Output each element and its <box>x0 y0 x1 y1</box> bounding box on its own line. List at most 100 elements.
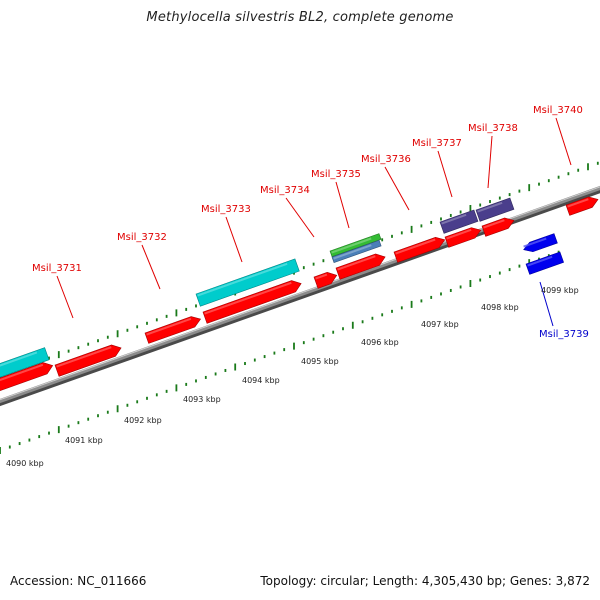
gene-arrow <box>202 280 302 324</box>
reverse-gene-arrow <box>525 251 564 275</box>
upper-scale-tick <box>165 314 168 318</box>
green-feature-highlight <box>331 237 372 254</box>
upper-scale-tick <box>185 307 188 311</box>
gene-arrow-body <box>335 253 386 280</box>
gene-leader-line <box>555 117 572 166</box>
gene-label: Msil_3736 <box>361 154 411 165</box>
upper-scale-tick <box>155 318 158 322</box>
gene-leader-line <box>225 216 243 263</box>
lower-scale-tick <box>185 382 188 386</box>
lower-scale-tick <box>440 292 442 296</box>
lower-scale-tick <box>18 442 21 446</box>
gene-label: Msil_3739 <box>539 329 589 340</box>
cyan-feature-highlight <box>0 351 38 370</box>
gene-leader-line <box>437 150 453 198</box>
tick-label: 4099 kbp <box>541 286 579 295</box>
gene-leader-line <box>487 135 493 189</box>
upper-scale-tick <box>175 309 178 317</box>
lower-scale-tick <box>469 280 472 288</box>
lower-scale-tick <box>449 288 452 292</box>
upper-scale-tick <box>57 351 60 359</box>
lower-scale-tick <box>106 410 109 414</box>
tick-label: 4096 kbp <box>361 338 399 347</box>
upper-scale-tick <box>126 328 129 332</box>
lower-scale-tick <box>322 334 325 338</box>
lower-scale-tick <box>214 372 217 376</box>
upper-scale-tick <box>195 304 197 308</box>
lower-scale-tick <box>312 337 315 341</box>
upper-scale-tick <box>528 184 531 192</box>
upper-scale-tick <box>106 335 109 339</box>
gene-leader-line <box>141 244 161 290</box>
lower-scale-tick <box>518 264 521 268</box>
gene-label: Msil_3737 <box>412 138 462 149</box>
lower-scale-tick <box>126 403 129 407</box>
reverse-gene-arrow-body <box>525 251 564 275</box>
lower-scale-tick <box>293 342 295 350</box>
cyan-feature-body <box>195 258 300 307</box>
upper-scale-tick <box>312 262 315 266</box>
lower-scale-tick <box>48 431 50 435</box>
lower-scale-tick <box>57 426 60 434</box>
tick-label: 4094 kbp <box>242 376 280 385</box>
gene-arrow-highlight <box>395 238 436 255</box>
lower-scale-tick <box>351 321 354 329</box>
lower-scale-tick <box>498 271 501 275</box>
cyan-feature-highlight <box>197 262 288 297</box>
gene-arrow <box>444 227 482 248</box>
upper-scale-tick <box>48 356 50 360</box>
cyan-feature <box>0 347 50 380</box>
gene-arrow-body <box>144 316 202 344</box>
lower-scale-tick <box>410 300 413 308</box>
lower-scale-tick <box>508 268 511 272</box>
gene-arrow <box>54 344 122 377</box>
upper-scale-tick <box>440 217 442 221</box>
upper-scale-tick <box>116 330 119 338</box>
gene-label: Msil_3734 <box>260 185 310 196</box>
upper-scale-tick <box>136 325 139 329</box>
upper-scale-tick <box>596 161 599 165</box>
gene-label: Msil_3738 <box>468 123 518 134</box>
map-title: Methylocella silvestris BL2, complete ge… <box>146 10 454 25</box>
tick-label: 4093 kbp <box>183 395 221 404</box>
upper-scale-tick <box>400 231 403 235</box>
lower-scale-tick <box>116 405 119 413</box>
cyan-feature-body <box>0 347 50 380</box>
lower-scale-tick <box>38 435 41 439</box>
gene-arrow-body <box>481 217 515 237</box>
steelblue-feature <box>331 239 382 264</box>
lower-scale-tick <box>332 330 335 334</box>
gene-arrow-body <box>444 227 482 248</box>
tick-label: 4092 kbp <box>124 416 162 425</box>
gene-arrow-highlight <box>146 317 192 336</box>
lower-scale-tick <box>165 389 168 393</box>
gene-arrow-body <box>202 280 302 324</box>
lower-scale-tick <box>459 285 462 289</box>
accession-text: Accession: NC_011666 <box>10 574 147 588</box>
lower-scale-tick <box>28 438 31 442</box>
upper-scale-tick <box>518 189 521 193</box>
lower-scale-tick <box>67 424 70 428</box>
upper-scale-tick <box>391 234 393 238</box>
gene-leader-line <box>56 275 74 319</box>
gene-arrow-highlight <box>446 228 472 240</box>
reverse-gene-arrow-highlight <box>523 237 547 248</box>
gene-arrow-body <box>565 196 599 216</box>
gene-arrow <box>335 253 386 280</box>
tick-label: 4091 kbp <box>65 436 103 445</box>
gene-arrow-highlight <box>204 281 292 315</box>
lower-scale-tick <box>430 295 433 299</box>
lower-scale-tick <box>234 363 237 371</box>
lower-scale-tick <box>195 379 197 383</box>
upper-scale-tick <box>577 168 580 172</box>
lower-scale-tick <box>400 306 403 310</box>
lower-scale-tick <box>87 417 90 421</box>
upper-scale-tick <box>489 200 491 204</box>
lower-scale-tick <box>479 278 482 282</box>
topology-text: Topology: circular; Length: 4,305,430 bp… <box>260 574 590 588</box>
upper-scale-tick <box>469 205 472 213</box>
upper-scale-tick <box>67 349 70 353</box>
upper-scale-tick <box>97 339 99 343</box>
gene-leader-line <box>384 166 410 211</box>
